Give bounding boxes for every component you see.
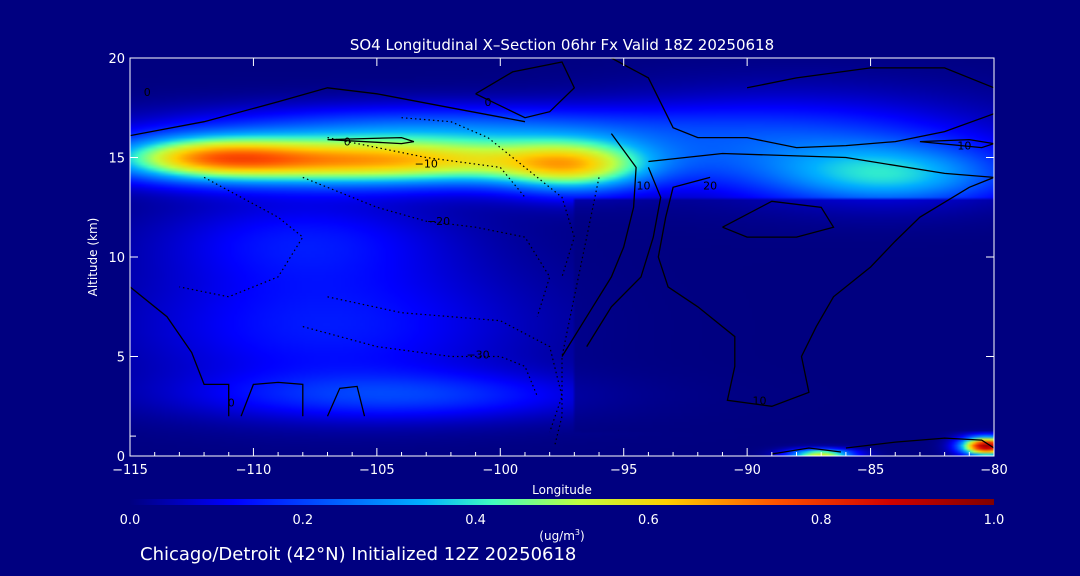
x-tick-label: −105 [359,463,395,478]
contour-line-dotted [302,176,551,317]
contour-label: 0 [228,396,235,409]
contour-line [475,61,576,119]
contour-line [130,87,526,137]
y-axis: 0 5 10 15 20 [108,52,994,465]
x-tick-label: −110 [236,463,272,478]
contour-label: −20 [427,215,450,228]
y-tick-label: 5 [117,351,125,366]
contour-line [240,381,304,417]
y-tick-label: 15 [108,152,125,167]
x-tick-label: −100 [482,463,518,478]
colorbar-tick-label: 0.8 [811,513,832,528]
contour-line [648,152,994,179]
contour-line-dotted [302,326,538,397]
concentration-field [130,58,994,456]
colorbar-tick-label: 1.0 [984,513,1005,528]
contour-line [561,133,637,357]
colorbar-tick-label: 0.4 [465,513,486,528]
chart-title: SO4 Longitudinal X–Section 06hr Fx Valid… [350,36,774,54]
contour-line-dotted [327,137,526,198]
x-tick-label: −95 [610,463,637,478]
contour-label: 0 [484,96,491,109]
contour-line [722,200,835,238]
colorbar-units: (ug/m3) [539,528,584,543]
x-tick-label: −115 [112,463,148,478]
x-tick-label: −80 [980,463,1007,478]
contour-line [657,176,994,407]
contour-label: 10 [636,179,650,192]
colorbar [130,499,994,505]
contour-line [611,58,994,149]
contour-line [845,437,994,449]
x-axis: −115 −110 −105 −100 −95 −90 −85 −80 [112,58,1008,478]
y-tick-label: 0 [117,450,125,465]
contour-line-dotted [554,177,600,447]
contour-label: 20 [703,179,717,192]
contour-line [746,67,994,89]
x-tick-label: −90 [733,463,760,478]
colorbar-units-base: (ug/m [539,529,575,543]
contour-label: 10 [752,394,766,407]
colorbar-units-close: ) [580,529,585,543]
contour-line [326,385,366,417]
colorbar-tick-label: 0.2 [292,513,313,528]
contour-line-dotted [327,296,563,433]
y-tick-label: 10 [108,251,125,266]
y-axis-label: Altitude (km) [86,218,100,297]
contour-line [130,286,230,417]
contour-line [919,138,994,149]
contour-label: −30 [466,349,489,362]
x-tick-label: −85 [857,463,884,478]
contour-line-dotted [401,117,575,278]
contour-line [327,136,415,145]
contour-label: 0 [344,136,351,149]
contour-line [586,167,662,347]
colorbar-tick-label: 0.6 [638,513,659,528]
contour-label: 0 [144,86,151,99]
contour-lines: 10 20 10 0 0 0 10 0 −10 −20 −30 [130,58,994,455]
colorbar-tick-label: 0.0 [120,513,141,528]
footer-caption: Chicago/Detroit (42°N) Initialized 12Z 2… [140,544,576,565]
colorbar-units-sup: 3 [575,528,580,537]
contour-line [771,447,841,455]
contour-label: 10 [957,140,971,153]
x-axis-label: Longitude [532,483,592,497]
y-tick-label: 20 [108,52,125,67]
contour-label: −10 [415,157,438,170]
colorbar-ticks: 0.0 0.2 0.4 0.6 0.8 1.0 [120,513,1005,528]
